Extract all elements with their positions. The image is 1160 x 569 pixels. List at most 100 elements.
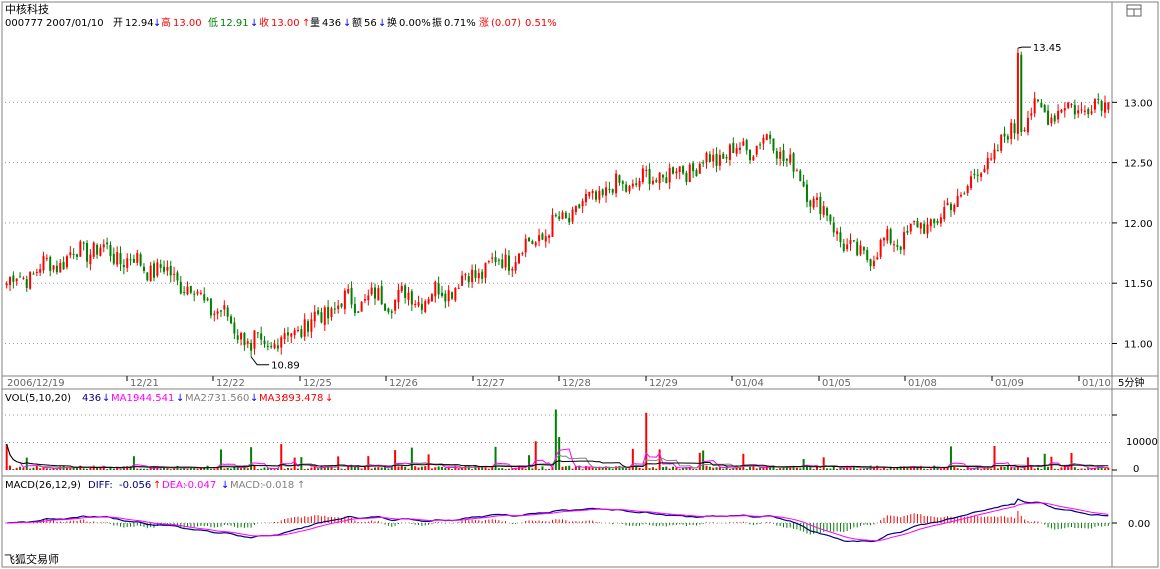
volume-bar bbox=[638, 467, 641, 470]
arrow-down-icon: ↓ bbox=[221, 480, 229, 491]
candle-body bbox=[196, 291, 199, 294]
candle-body bbox=[809, 200, 812, 207]
candle-body bbox=[926, 224, 929, 234]
candle-body bbox=[672, 167, 675, 174]
volume-bar bbox=[631, 448, 634, 470]
volume-bar bbox=[1026, 457, 1029, 470]
volume-bar bbox=[866, 468, 869, 470]
volume-bar bbox=[461, 467, 464, 470]
volume-bar bbox=[156, 467, 159, 470]
candle-body bbox=[350, 287, 353, 305]
stock-name: 中核科技 bbox=[5, 2, 49, 16]
arrow-down-icon: ↓ bbox=[378, 18, 386, 29]
dea-label: DEA: bbox=[162, 480, 186, 491]
candle-body bbox=[826, 208, 829, 216]
candle-body bbox=[755, 145, 758, 155]
dea-line bbox=[6, 502, 1109, 542]
volume-bar bbox=[581, 469, 584, 471]
candle-body bbox=[407, 292, 410, 300]
volume-bar bbox=[805, 465, 808, 470]
candle-body bbox=[293, 330, 296, 336]
volume-bar bbox=[852, 466, 855, 470]
candle-body bbox=[846, 244, 849, 250]
candle-body bbox=[779, 151, 782, 159]
candle-body bbox=[802, 181, 805, 187]
candlestick-series[interactable] bbox=[5, 48, 1110, 357]
candle-body bbox=[176, 272, 179, 281]
candle-body bbox=[5, 283, 8, 286]
candle-body bbox=[427, 299, 430, 304]
candle-body bbox=[534, 242, 537, 246]
candle-body bbox=[142, 266, 145, 271]
candle-body bbox=[106, 242, 109, 245]
volume-bar bbox=[501, 468, 504, 470]
candle-body bbox=[1006, 136, 1009, 140]
volume-bar bbox=[303, 469, 306, 471]
volume-bar bbox=[919, 465, 922, 470]
candle-body bbox=[692, 163, 695, 172]
candle-body bbox=[785, 158, 788, 161]
candle-body bbox=[1080, 109, 1083, 111]
ma1-label: MA1: bbox=[111, 393, 136, 404]
candle-body bbox=[959, 194, 962, 197]
volume-bar bbox=[584, 466, 587, 470]
volume-bar bbox=[1060, 467, 1063, 470]
volume-bar bbox=[82, 468, 85, 470]
candle-body bbox=[581, 201, 584, 207]
candle-body bbox=[1053, 115, 1056, 122]
candle-body bbox=[879, 240, 882, 257]
candle-body bbox=[514, 262, 517, 271]
candle-body bbox=[759, 144, 762, 146]
volume-bar bbox=[959, 469, 962, 471]
window-toggle-icon[interactable] bbox=[1126, 4, 1142, 17]
volume-bar bbox=[293, 457, 296, 470]
volume-bar bbox=[484, 466, 487, 470]
volume-bar bbox=[511, 468, 514, 470]
candle-body bbox=[517, 253, 520, 264]
volume-bar bbox=[213, 468, 216, 470]
volume-bar bbox=[434, 467, 437, 470]
candle-body bbox=[595, 191, 598, 200]
candle-body bbox=[367, 295, 370, 301]
candle-body bbox=[812, 198, 815, 208]
candle-body bbox=[939, 217, 942, 224]
candle-body bbox=[82, 242, 85, 244]
change-value: (0.07) bbox=[491, 18, 521, 29]
candle-body bbox=[497, 259, 500, 261]
volume-bar bbox=[765, 466, 768, 470]
candle-body bbox=[240, 333, 243, 340]
candle-body bbox=[976, 174, 979, 176]
candle-body bbox=[702, 162, 705, 164]
candle-body bbox=[665, 177, 668, 184]
candle-body bbox=[899, 246, 902, 250]
candle-body bbox=[966, 185, 969, 194]
volume-bar bbox=[467, 465, 470, 470]
candle-body bbox=[775, 151, 778, 159]
volume-bar bbox=[879, 468, 882, 470]
volume-bar bbox=[45, 468, 48, 470]
candle-body bbox=[561, 212, 564, 219]
period-label[interactable]: 5分钟 bbox=[1118, 376, 1144, 389]
candle-body bbox=[62, 262, 65, 270]
volume-bar bbox=[199, 467, 202, 470]
volume-bar bbox=[1053, 468, 1056, 470]
volume-bar bbox=[223, 468, 226, 470]
volume-bar bbox=[528, 455, 531, 470]
candle-body bbox=[45, 257, 48, 259]
candle-body bbox=[1026, 117, 1029, 133]
candle-body bbox=[273, 344, 276, 349]
volume-bar bbox=[193, 467, 196, 470]
volume-bar bbox=[353, 465, 356, 470]
volume-bar bbox=[655, 468, 658, 470]
candle-body bbox=[461, 275, 464, 286]
candle-body bbox=[584, 194, 587, 203]
date-tick-marks bbox=[126, 376, 1080, 381]
candle-body bbox=[668, 167, 671, 183]
volume-bar bbox=[668, 468, 671, 470]
volume-bar bbox=[109, 467, 112, 470]
candle-body bbox=[909, 223, 912, 232]
macd-label: MACD: bbox=[230, 480, 263, 491]
candle-body bbox=[742, 141, 745, 146]
candle-body bbox=[872, 260, 875, 267]
